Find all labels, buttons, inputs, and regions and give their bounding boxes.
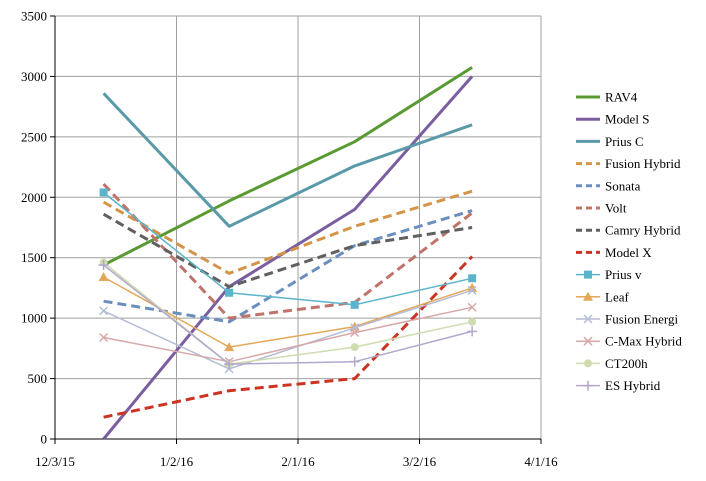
legend-item: RAV4	[576, 90, 638, 105]
series-line	[103, 289, 473, 370]
data-point	[468, 274, 477, 283]
legend-item: Model S	[576, 112, 649, 127]
legend-item: CT200h	[576, 356, 648, 371]
legend-label: Fusion Energi	[605, 312, 678, 327]
legend-label: Camry Hybrid	[605, 223, 681, 238]
legend-label: Model S	[605, 112, 649, 127]
series-0	[102, 66, 473, 267]
legend-item: C-Max Hybrid	[576, 334, 682, 349]
data-point	[99, 306, 109, 316]
data-point	[467, 282, 478, 292]
series-line	[103, 276, 473, 348]
series-8	[99, 188, 477, 309]
data-point	[99, 188, 108, 197]
legend-item: Model X	[576, 245, 652, 260]
data-point	[467, 302, 477, 312]
series-line	[103, 191, 473, 306]
legend-label: ES Hybrid	[605, 378, 661, 393]
series-line	[102, 66, 473, 267]
legend: RAV4 Model S Prius C Fusion Hybrid Sonata Vol…	[576, 90, 682, 393]
y-tick-label: 500	[28, 371, 48, 386]
series-line	[103, 255, 474, 419]
y-tick-label: 2000	[21, 190, 47, 205]
y-tick-label: 3500	[21, 9, 47, 24]
x-tick-label: 4/1/16	[524, 454, 558, 469]
legend-item: Camry Hybrid	[576, 223, 681, 238]
legend-label: Fusion Hybrid	[605, 156, 681, 171]
series-line	[102, 189, 473, 275]
axes: 0 500 1000 1500 2000 2500 3000 3500 12/3/15 1/2/1…	[21, 9, 558, 470]
data-point	[99, 332, 109, 343]
series-lines	[98, 66, 478, 440]
legend-item: Fusion Energi	[576, 312, 678, 327]
series-7	[103, 255, 474, 419]
series-11	[99, 302, 477, 367]
data-point	[350, 343, 359, 352]
series-1	[102, 75, 474, 440]
legend-label: Prius C	[605, 134, 644, 149]
data-point	[224, 342, 235, 352]
legend-marker	[583, 336, 593, 346]
data-point	[467, 285, 477, 295]
legend-label: RAV4	[605, 90, 638, 105]
data-point	[350, 328, 360, 338]
legend-label: Sonata	[605, 178, 641, 193]
y-tick-label: 1500	[21, 250, 47, 265]
x-tick-label: 12/3/15	[35, 454, 75, 469]
legend-label: Volt	[605, 201, 627, 216]
data-point	[224, 359, 235, 370]
legend-marker	[584, 270, 592, 279]
series-9	[98, 272, 478, 352]
data-point	[98, 259, 109, 270]
series-line	[103, 261, 473, 365]
legend-marker	[583, 314, 593, 324]
data-point	[467, 326, 478, 337]
series-line	[102, 75, 474, 440]
y-tick-label: 0	[41, 432, 48, 447]
data-point	[349, 356, 360, 367]
legend-label: Prius v	[605, 267, 642, 282]
legend-marker	[584, 359, 592, 368]
legend-item: Volt	[576, 201, 627, 216]
y-tick-label: 2500	[21, 129, 47, 144]
legend-marker	[583, 380, 593, 391]
series-10	[99, 285, 477, 374]
data-point	[350, 300, 359, 309]
series-line	[102, 92, 473, 228]
legend-item: Prius C	[576, 134, 644, 149]
y-tick-label: 1000	[21, 311, 47, 326]
legend-item: Fusion Hybrid	[576, 156, 681, 171]
y-tick-label: 3000	[21, 69, 47, 84]
x-tick-label: 2/1/16	[281, 454, 315, 469]
series-line	[103, 264, 473, 365]
series-3	[102, 189, 473, 275]
series-line	[102, 212, 473, 289]
series-line	[103, 306, 473, 363]
legend-label: Model X	[605, 245, 652, 260]
data-point	[98, 272, 109, 282]
series-6	[102, 212, 473, 289]
legend-label: CT200h	[605, 356, 648, 371]
x-tick-label: 3/2/16	[403, 454, 437, 469]
x-tick-label: 1/2/16	[160, 454, 194, 469]
legend-item: Leaf	[576, 289, 629, 304]
legend-item: Sonata	[576, 178, 641, 193]
legend-label: Leaf	[605, 289, 629, 304]
legend-item: Prius v	[576, 267, 642, 282]
legend-marker	[583, 291, 593, 301]
data-point	[225, 288, 234, 297]
series-2	[102, 92, 473, 228]
series-13	[98, 259, 478, 370]
legend-item: ES Hybrid	[576, 378, 661, 393]
grid	[54, 15, 542, 440]
legend-label: C-Max Hybrid	[605, 334, 682, 349]
data-point	[468, 317, 477, 326]
